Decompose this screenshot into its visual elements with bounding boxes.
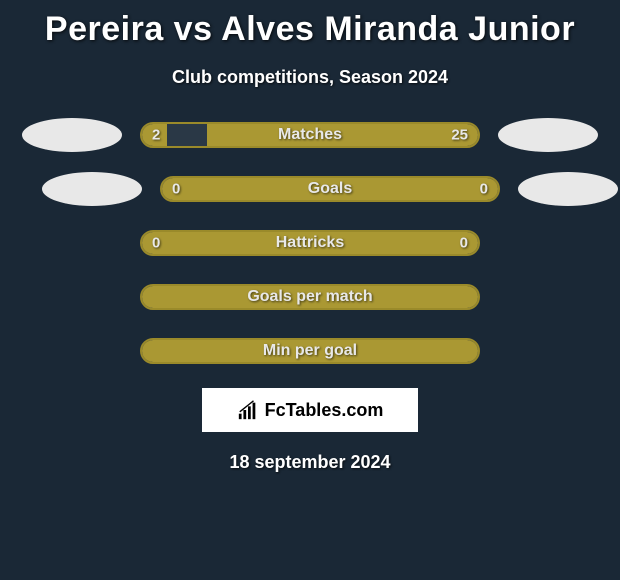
bar-wrapper: 0 Goals 0	[160, 176, 500, 202]
bar-wrapper: 0 Hattricks 0	[140, 230, 480, 256]
bar-wrapper: Goals per match	[140, 284, 480, 310]
player-oval-left	[22, 118, 122, 152]
oval-spacer	[22, 334, 122, 368]
bar-track: Goals per match	[140, 284, 480, 310]
stat-label: Matches	[142, 126, 478, 144]
subtitle: Club competitions, Season 2024	[0, 67, 620, 88]
bar-track: 0 Goals 0	[160, 176, 500, 202]
chart-icon	[237, 399, 259, 421]
stat-row-hattricks: 0 Hattricks 0	[10, 226, 610, 260]
stat-value-right: 0	[480, 181, 488, 198]
bar-track: Min per goal	[140, 338, 480, 364]
player-oval-left	[42, 172, 142, 206]
stat-label: Goals per match	[142, 288, 478, 306]
logo-text: FcTables.com	[265, 400, 384, 421]
stat-row-matches: 2 Matches 25	[10, 118, 610, 152]
stat-row-gpm: Goals per match	[10, 280, 610, 314]
oval-spacer	[22, 226, 122, 260]
oval-spacer	[498, 280, 598, 314]
stat-row-goals: 0 Goals 0	[10, 172, 610, 206]
oval-spacer	[22, 280, 122, 314]
player-oval-right	[518, 172, 618, 206]
stat-row-mpg: Min per goal	[10, 334, 610, 368]
player-oval-right	[498, 118, 598, 152]
stat-label: Min per goal	[142, 342, 478, 360]
bar-wrapper: Min per goal	[140, 338, 480, 364]
stat-value-right: 0	[460, 235, 468, 252]
stat-value-right: 25	[451, 127, 468, 144]
oval-spacer	[498, 334, 598, 368]
page-title: Pereira vs Alves Miranda Junior	[0, 0, 620, 49]
date-text: 18 september 2024	[0, 452, 620, 473]
bar-wrapper: 2 Matches 25	[140, 122, 480, 148]
logo-box: FcTables.com	[202, 388, 418, 432]
bar-track: 0 Hattricks 0	[140, 230, 480, 256]
stat-label: Hattricks	[142, 234, 478, 252]
stats-container: 2 Matches 25 0 Goals 0 0 Hattricks	[0, 118, 620, 368]
oval-spacer	[498, 226, 598, 260]
stat-label: Goals	[162, 180, 498, 198]
bar-track: 2 Matches 25	[140, 122, 480, 148]
